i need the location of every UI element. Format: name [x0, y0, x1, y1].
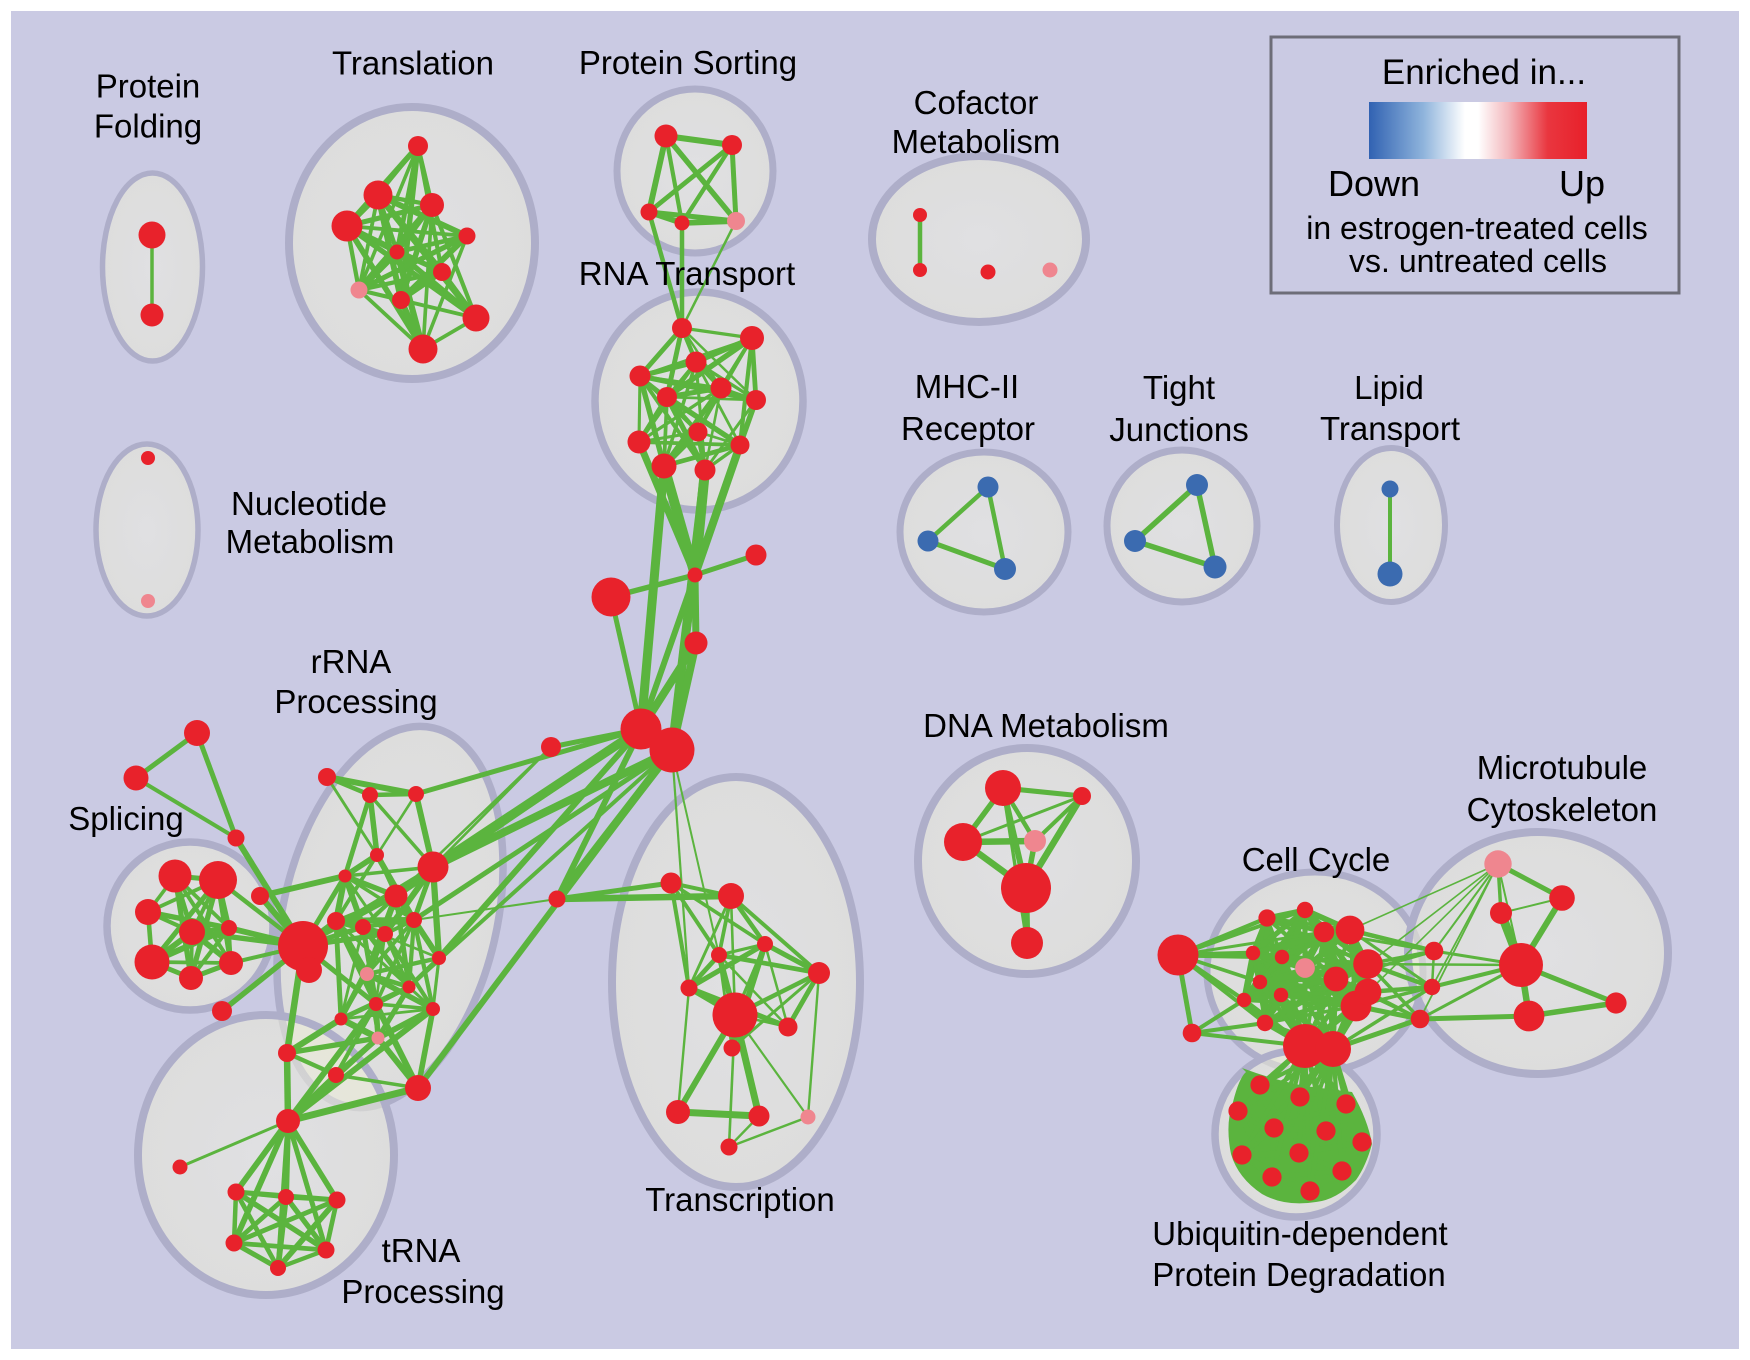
svg-text:Up: Up — [1559, 163, 1605, 204]
svg-text:Protein Degradation: Protein Degradation — [1152, 1256, 1446, 1293]
svg-text:Transcription: Transcription — [645, 1181, 835, 1218]
svg-text:Transport: Transport — [1320, 410, 1460, 447]
svg-text:Cytoskeleton: Cytoskeleton — [1467, 791, 1658, 828]
svg-text:Down: Down — [1328, 163, 1420, 204]
svg-text:Processing: Processing — [274, 683, 437, 720]
svg-text:Metabolism: Metabolism — [226, 523, 395, 560]
svg-text:Tight: Tight — [1143, 369, 1215, 406]
svg-text:Processing: Processing — [341, 1273, 504, 1310]
svg-text:RNA Transport: RNA Transport — [579, 255, 795, 292]
svg-text:Splicing: Splicing — [68, 800, 184, 837]
svg-text:Nucleotide: Nucleotide — [231, 485, 387, 522]
svg-text:tRNA: tRNA — [382, 1232, 461, 1269]
svg-text:Ubiquitin-dependent: Ubiquitin-dependent — [1152, 1215, 1447, 1252]
svg-text:Microtubule: Microtubule — [1477, 749, 1648, 786]
svg-text:vs. untreated cells: vs. untreated cells — [1349, 243, 1607, 279]
svg-text:Cell Cycle: Cell Cycle — [1242, 841, 1391, 878]
svg-text:Translation: Translation — [332, 45, 494, 82]
svg-text:Protein Sorting: Protein Sorting — [579, 44, 797, 81]
svg-text:Lipid: Lipid — [1354, 369, 1424, 406]
svg-text:Receptor: Receptor — [901, 410, 1035, 447]
svg-text:Junctions: Junctions — [1109, 411, 1248, 448]
svg-text:Enriched in...: Enriched in... — [1382, 53, 1586, 92]
svg-text:rRNA: rRNA — [311, 643, 392, 680]
svg-text:MHC-II: MHC-II — [915, 368, 1019, 405]
svg-text:Protein: Protein — [96, 68, 201, 105]
svg-text:DNA Metabolism: DNA Metabolism — [923, 707, 1169, 744]
svg-text:Metabolism: Metabolism — [892, 123, 1061, 160]
svg-text:in estrogen-treated cells: in estrogen-treated cells — [1306, 210, 1648, 246]
svg-text:Folding: Folding — [94, 108, 202, 145]
svg-text:Cofactor: Cofactor — [914, 84, 1039, 121]
